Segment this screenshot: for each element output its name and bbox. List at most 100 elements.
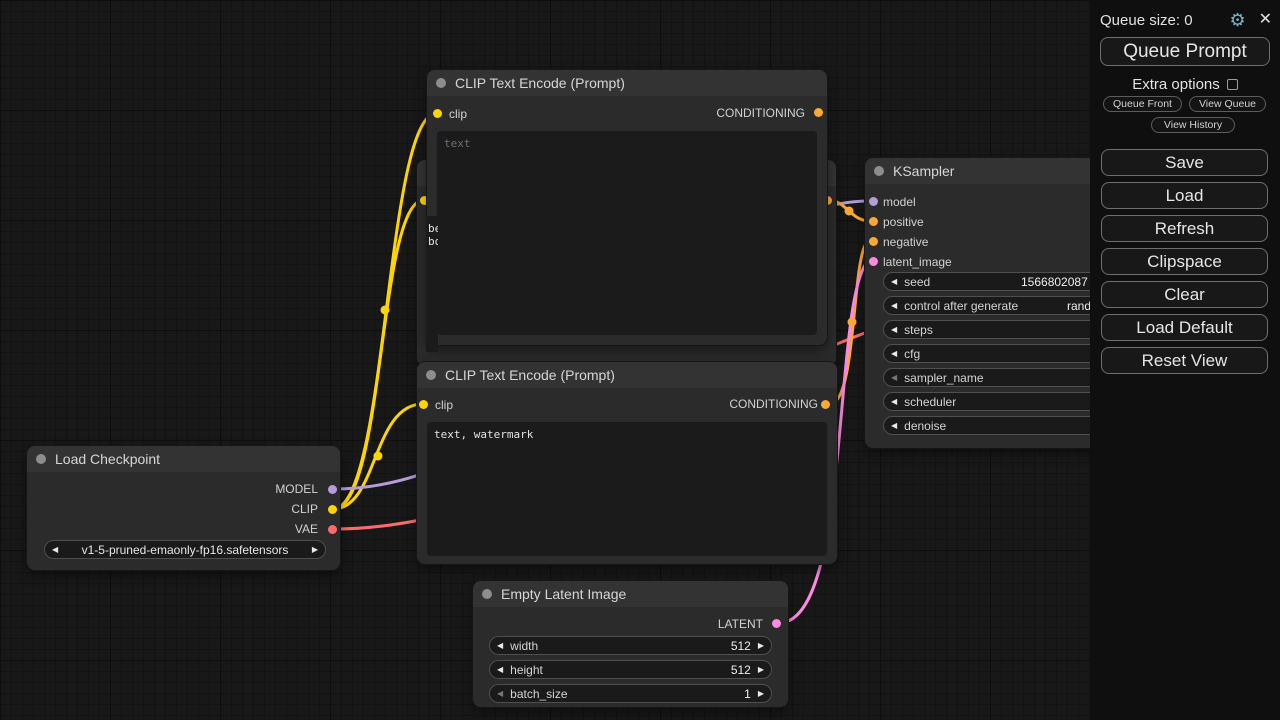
widget-label: cfg bbox=[904, 346, 921, 361]
latent-output-port[interactable] bbox=[772, 618, 781, 628]
positive-input-label: positive bbox=[883, 215, 924, 229]
model-output-label: MODEL bbox=[275, 482, 318, 496]
clip-input-port[interactable] bbox=[419, 195, 429, 205]
next-value-arrow-icon[interactable]: ▶ bbox=[757, 664, 764, 674]
refresh-button[interactable]: Refresh bbox=[1101, 215, 1268, 242]
steps-widget[interactable]: ◀ steps bbox=[883, 320, 1137, 339]
collapse-dot-icon[interactable] bbox=[874, 166, 884, 176]
prev-value-arrow-icon[interactable]: ◀ bbox=[891, 324, 898, 334]
collapse-dot-icon[interactable] bbox=[482, 589, 492, 599]
scheduler-widget[interactable]: ◀ scheduler bbox=[883, 392, 1137, 411]
clip-output-port[interactable] bbox=[327, 504, 337, 514]
conditioning-output-label: CONDITIONING bbox=[716, 106, 805, 120]
empty-latent-image-node[interactable]: Empty Latent Image LATENT ◀ width 512 ▶ … bbox=[473, 581, 788, 707]
queue-prompt-button[interactable]: Queue Prompt bbox=[1100, 37, 1270, 66]
prev-value-arrow-icon[interactable]: ◀ bbox=[497, 640, 504, 650]
width-widget[interactable]: ◀ width 512 ▶ bbox=[489, 636, 772, 655]
ckpt-name-widget[interactable]: ◀ v1-5-pruned-emaonly-fp16.safetensors ▶ bbox=[44, 540, 326, 559]
settings-gear-icon[interactable]: ⚙ bbox=[1229, 10, 1246, 30]
clip-text-encode-bottom-node[interactable]: CLIP Text Encode (Prompt) clip CONDITION… bbox=[417, 362, 837, 564]
save-button[interactable]: Save bbox=[1101, 149, 1268, 176]
close-icon[interactable]: ✕ bbox=[1258, 11, 1272, 28]
collapse-dot-icon[interactable] bbox=[426, 370, 436, 380]
node-title-bar[interactable]: CLIP Text Encode (Prompt) bbox=[427, 70, 827, 96]
node-title: Load Checkpoint bbox=[55, 451, 161, 467]
sampler-name-widget[interactable]: ◀ sampler_name bbox=[883, 368, 1137, 387]
prev-value-arrow-icon[interactable]: ◀ bbox=[891, 420, 898, 430]
node-title: KSampler bbox=[893, 163, 955, 179]
node-title-bar[interactable]: CLIP Text Encode (Prompt) bbox=[417, 362, 837, 388]
load-default-button[interactable]: Load Default bbox=[1101, 314, 1268, 341]
prev-value-arrow-icon[interactable]: ◀ bbox=[891, 372, 898, 382]
collapse-dot-icon[interactable] bbox=[436, 78, 446, 88]
model-input-label: model bbox=[883, 195, 916, 209]
clip-input-port[interactable] bbox=[432, 108, 442, 118]
widget-value: 512 bbox=[730, 662, 751, 677]
hidden-prompt-textarea-sliver[interactable]: be bo bbox=[426, 216, 438, 352]
conditioning-output-port[interactable] bbox=[822, 195, 832, 205]
link-dot bbox=[373, 451, 383, 461]
node-title: CLIP Text Encode (Prompt) bbox=[455, 75, 625, 91]
link-dot bbox=[844, 206, 854, 216]
next-value-arrow-icon[interactable]: ▶ bbox=[757, 688, 764, 698]
widget-label: batch_size bbox=[510, 686, 568, 701]
widget-label: scheduler bbox=[904, 394, 957, 409]
model-output-port[interactable] bbox=[327, 484, 337, 494]
positive-input-port[interactable] bbox=[869, 216, 878, 226]
widget-label: control after generate bbox=[904, 298, 1019, 313]
node-title: CLIP Text Encode (Prompt) bbox=[445, 367, 615, 383]
prompt-textarea[interactable]: text bbox=[437, 131, 817, 335]
clip-input-label: clip bbox=[449, 107, 468, 121]
clipspace-button[interactable]: Clipspace bbox=[1101, 248, 1268, 275]
batch-size-widget[interactable]: ◀ batch_size 1 ▶ bbox=[489, 684, 772, 703]
prev-value-arrow-icon[interactable]: ◀ bbox=[497, 664, 504, 674]
prev-value-arrow-icon[interactable]: ◀ bbox=[891, 276, 898, 286]
reset-view-button[interactable]: Reset View bbox=[1101, 347, 1268, 374]
vae-output-label: VAE bbox=[294, 522, 318, 536]
prev-value-arrow-icon[interactable]: ◀ bbox=[52, 544, 59, 554]
latent-output-label: LATENT bbox=[717, 617, 763, 631]
negative-input-port[interactable] bbox=[869, 236, 878, 246]
widget-label: denoise bbox=[904, 418, 947, 433]
ckpt-name-value: v1-5-pruned-emaonly-fp16.safetensors bbox=[81, 542, 289, 557]
clip-input-port[interactable] bbox=[419, 399, 428, 409]
comfy-menu-panel: Queue size: 0 ⚙ ✕ Queue Prompt Extra opt… bbox=[1090, 0, 1280, 720]
node-title-bar[interactable]: Empty Latent Image bbox=[473, 581, 788, 607]
widget-label: sampler_name bbox=[904, 370, 984, 385]
negative-input-label: negative bbox=[883, 235, 929, 249]
widget-value: rand bbox=[1067, 298, 1092, 313]
collapse-dot-icon[interactable] bbox=[36, 454, 46, 464]
prev-value-arrow-icon[interactable]: ◀ bbox=[497, 688, 504, 698]
latent-image-input-port[interactable] bbox=[869, 256, 878, 266]
model-input-port[interactable] bbox=[869, 196, 878, 206]
height-widget[interactable]: ◀ height 512 ▶ bbox=[489, 660, 772, 679]
node-title-bar[interactable]: Load Checkpoint bbox=[27, 446, 340, 472]
next-value-arrow-icon[interactable]: ▶ bbox=[757, 640, 764, 650]
conditioning-output-label: CONDITIONING bbox=[729, 397, 818, 411]
link-dot bbox=[847, 317, 857, 327]
cfg-widget[interactable]: ◀ cfg bbox=[883, 344, 1137, 363]
view-queue-button[interactable]: View Queue bbox=[1189, 96, 1266, 112]
latent-image-input-label: latent_image bbox=[883, 255, 952, 269]
clip-text-encode-top-node[interactable]: CLIP Text Encode (Prompt) clip CONDITION… bbox=[427, 70, 827, 345]
widget-value: 1566802087 bbox=[1021, 274, 1088, 289]
denoise-widget[interactable]: ◀ denoise bbox=[883, 416, 1137, 435]
prev-value-arrow-icon[interactable]: ◀ bbox=[891, 300, 898, 310]
control-after-generate-widget[interactable]: ◀ control after generate rand bbox=[883, 296, 1137, 315]
view-history-button[interactable]: View History bbox=[1151, 117, 1235, 133]
clear-button[interactable]: Clear bbox=[1101, 281, 1268, 308]
negative-prompt-textarea[interactable]: text, watermark bbox=[427, 422, 827, 556]
prev-value-arrow-icon[interactable]: ◀ bbox=[891, 348, 898, 358]
extra-options-checkbox[interactable] bbox=[1226, 78, 1238, 90]
prev-value-arrow-icon[interactable]: ◀ bbox=[891, 396, 898, 406]
vae-output-port[interactable] bbox=[327, 524, 337, 534]
seed-widget[interactable]: ◀ seed 1566802087 bbox=[883, 272, 1137, 291]
load-button[interactable]: Load bbox=[1101, 182, 1268, 209]
queue-size-label: Queue size: 0 bbox=[1100, 11, 1193, 29]
conditioning-output-port[interactable] bbox=[813, 107, 823, 117]
load-checkpoint-node[interactable]: Load Checkpoint MODEL CLIP VAE ◀ v1-5-pr… bbox=[27, 446, 340, 570]
next-value-arrow-icon[interactable]: ▶ bbox=[311, 544, 318, 554]
queue-front-button[interactable]: Queue Front bbox=[1103, 96, 1182, 112]
conditioning-output-port[interactable] bbox=[821, 399, 830, 409]
